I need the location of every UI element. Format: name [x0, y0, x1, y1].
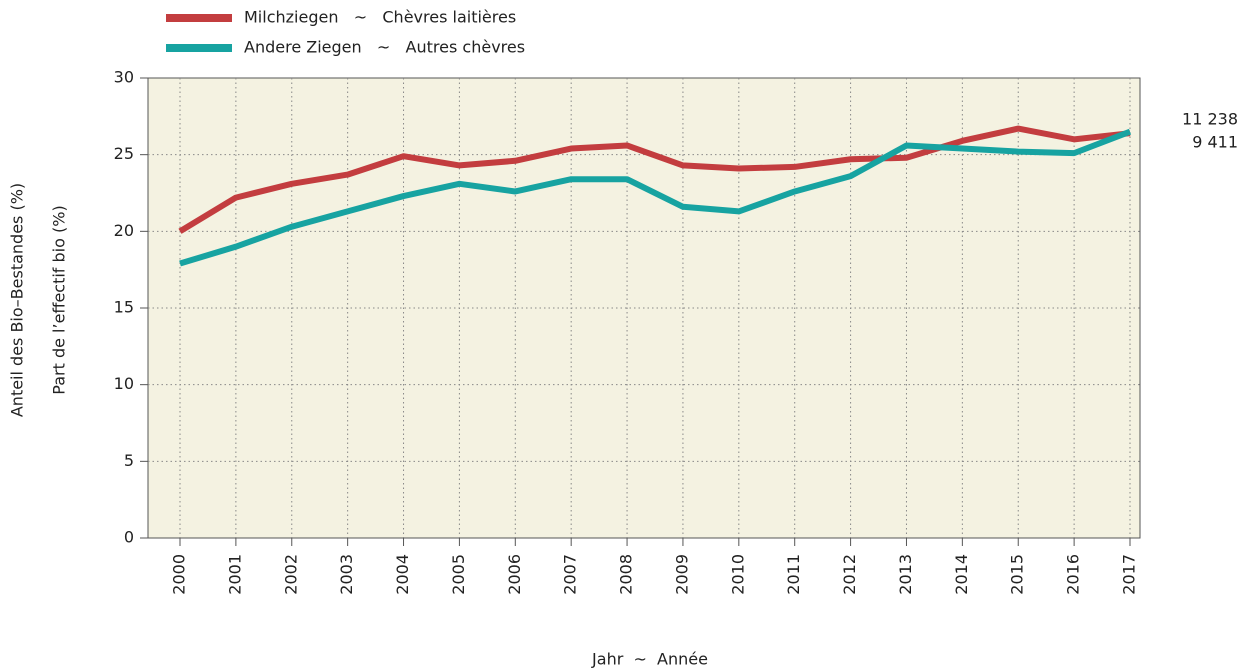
x-tick-label: 2014 — [952, 554, 971, 595]
y-tick-label: 20 — [114, 221, 134, 240]
x-axis-label: Jahr ~ Année — [591, 650, 708, 669]
y-axis-label: Part de l’effectif bio (%) — [50, 205, 69, 394]
x-tick-label: 2002 — [281, 554, 300, 595]
series-line — [178, 125, 1131, 234]
x-tick-label: 2012 — [840, 554, 859, 595]
x-tick-label: 2004 — [393, 554, 412, 595]
x-tick-label: 2015 — [1008, 554, 1027, 595]
x-tick-label: 2010 — [728, 554, 747, 595]
y-tick-label: 30 — [114, 68, 134, 87]
y-tick-label: 0 — [124, 528, 134, 547]
y-axis-label: Anteil des Bio–Bestandes (%) — [8, 183, 27, 417]
annotation: 11 238 — [1182, 110, 1238, 129]
x-tick-label: 2005 — [449, 554, 468, 595]
y-tick-label: 5 — [124, 451, 134, 470]
y-tick-label: 15 — [114, 298, 134, 317]
series-line — [179, 128, 1132, 267]
x-tick-label: 2003 — [337, 554, 356, 595]
x-tick-label: 2000 — [170, 554, 189, 595]
x-tick-label: 2006 — [505, 554, 524, 595]
x-tick-label: 2008 — [617, 554, 636, 595]
annotation: 9 411 — [1192, 133, 1238, 152]
legend-label: Andere Ziegen ~ Autres chèvres — [244, 38, 525, 57]
x-tick-label: 2013 — [896, 554, 915, 595]
x-tick-label: 2017 — [1120, 554, 1139, 595]
y-tick-label: 10 — [114, 374, 134, 393]
x-tick-label: 2009 — [672, 554, 691, 595]
x-tick-label: 2016 — [1064, 554, 1083, 595]
x-tick-label: 2007 — [561, 554, 580, 595]
y-tick-label: 25 — [114, 144, 134, 163]
x-tick-label: 2011 — [784, 554, 803, 595]
x-tick-label: 2001 — [225, 554, 244, 595]
legend-label: Milchziegen ~ Chèvres laitières — [244, 8, 516, 27]
